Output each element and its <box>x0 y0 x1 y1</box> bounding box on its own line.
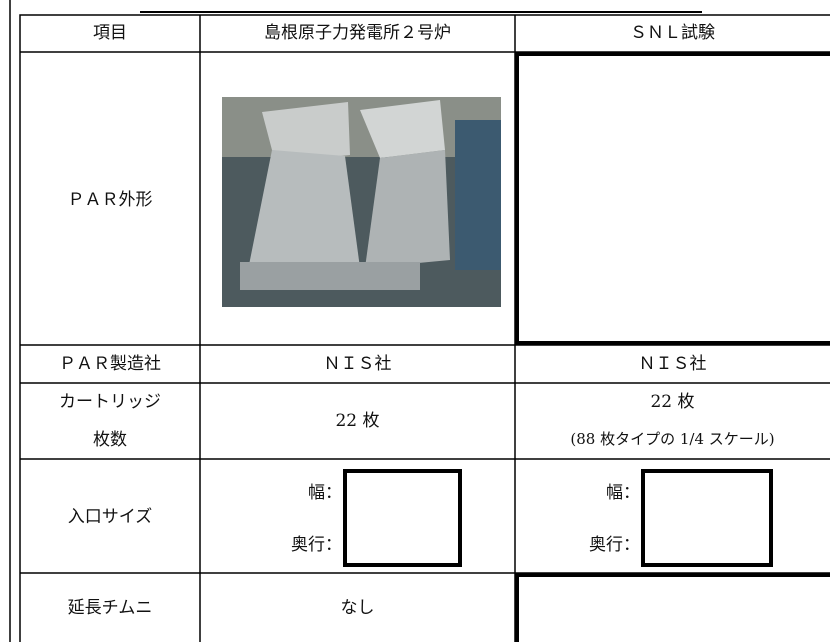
cell: 幅： <box>308 483 342 503</box>
header-cell: 項目 <box>93 23 127 43</box>
cell: (88 枚タイプの 1/4 スケール) <box>570 430 775 448</box>
cell: 幅： <box>606 483 640 503</box>
row-label: カートリッジ <box>59 392 161 412</box>
row-label: 枚数 <box>93 430 127 450</box>
cell: 奥行： <box>589 535 640 555</box>
photo <box>222 97 501 307</box>
row-label: 延長チムニ <box>67 598 153 618</box>
cell: ＮＩＳ社 <box>323 354 392 374</box>
cell: ＮＩＳ社 <box>638 354 707 374</box>
cell: 奥行： <box>291 535 342 555</box>
cell: 22 枚 <box>335 411 380 431</box>
row-label: ＰＡＲ外形 <box>67 190 153 210</box>
header-cell: ＳＮＬ試験 <box>630 23 715 43</box>
row-label: 入口サイズ <box>67 507 153 527</box>
cell: 22 枚 <box>650 392 695 412</box>
cell: なし <box>340 598 375 618</box>
header-cell: 島根原子力発電所２号炉 <box>264 23 451 43</box>
row-label: ＰＡＲ製造社 <box>59 354 161 374</box>
